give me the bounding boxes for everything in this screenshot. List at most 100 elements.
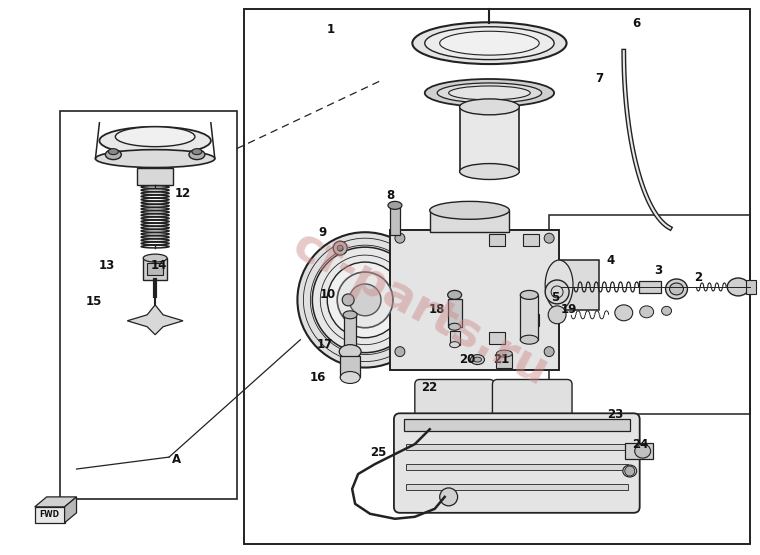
Ellipse shape xyxy=(545,260,573,310)
Bar xyxy=(406,444,628,450)
Ellipse shape xyxy=(116,127,195,147)
Ellipse shape xyxy=(448,86,530,100)
Bar xyxy=(147,263,163,275)
Text: A: A xyxy=(172,452,181,466)
Text: 22: 22 xyxy=(422,381,438,394)
Bar xyxy=(390,205,400,235)
Ellipse shape xyxy=(727,278,749,296)
Text: 4: 4 xyxy=(606,254,615,266)
Ellipse shape xyxy=(640,306,654,318)
Ellipse shape xyxy=(470,355,484,365)
Ellipse shape xyxy=(448,323,461,330)
Bar xyxy=(143,258,167,280)
Polygon shape xyxy=(35,497,77,507)
Ellipse shape xyxy=(622,465,637,477)
Text: 3: 3 xyxy=(654,264,663,276)
Polygon shape xyxy=(127,305,183,335)
Text: 21: 21 xyxy=(493,353,509,366)
Ellipse shape xyxy=(413,22,566,64)
Ellipse shape xyxy=(448,290,461,299)
Circle shape xyxy=(440,488,458,506)
Ellipse shape xyxy=(615,305,633,321)
Ellipse shape xyxy=(189,150,205,160)
Ellipse shape xyxy=(450,342,460,347)
Bar xyxy=(489,332,505,344)
Text: 13: 13 xyxy=(98,259,115,271)
Bar xyxy=(489,234,505,246)
Bar xyxy=(244,9,750,544)
Bar xyxy=(390,230,559,370)
Text: 10: 10 xyxy=(320,289,337,301)
Text: 2: 2 xyxy=(695,271,702,285)
Ellipse shape xyxy=(425,79,554,107)
Text: 12: 12 xyxy=(175,187,191,200)
Circle shape xyxy=(297,232,432,367)
Ellipse shape xyxy=(635,444,651,458)
Bar xyxy=(448,299,461,327)
Ellipse shape xyxy=(388,201,402,209)
Ellipse shape xyxy=(425,27,554,59)
Text: 8: 8 xyxy=(386,189,394,202)
Ellipse shape xyxy=(344,311,357,319)
Text: 24: 24 xyxy=(632,438,649,451)
Ellipse shape xyxy=(521,290,538,299)
Circle shape xyxy=(333,241,347,255)
Bar xyxy=(746,280,756,294)
Circle shape xyxy=(395,347,405,357)
FancyBboxPatch shape xyxy=(415,380,495,441)
Circle shape xyxy=(349,284,381,316)
Polygon shape xyxy=(35,507,65,523)
FancyBboxPatch shape xyxy=(394,413,640,513)
Bar xyxy=(549,215,750,415)
Ellipse shape xyxy=(143,254,167,262)
Circle shape xyxy=(337,245,344,251)
Bar xyxy=(340,356,360,377)
Ellipse shape xyxy=(100,127,211,155)
Bar xyxy=(406,484,628,490)
Circle shape xyxy=(548,306,566,324)
Text: 23: 23 xyxy=(606,408,623,421)
Circle shape xyxy=(342,294,354,306)
Circle shape xyxy=(625,466,635,476)
Circle shape xyxy=(545,280,569,304)
Text: FWD: FWD xyxy=(40,510,60,519)
Text: 19: 19 xyxy=(561,304,578,316)
Ellipse shape xyxy=(666,279,688,299)
Bar xyxy=(138,168,173,185)
Bar xyxy=(59,111,236,499)
Ellipse shape xyxy=(96,150,215,168)
Bar xyxy=(429,210,509,232)
Text: cf-parts.ru: cf-parts.ru xyxy=(284,224,555,396)
Ellipse shape xyxy=(106,150,122,160)
Ellipse shape xyxy=(521,335,538,344)
Ellipse shape xyxy=(440,31,539,55)
Text: 25: 25 xyxy=(370,446,386,458)
Ellipse shape xyxy=(429,201,509,219)
Ellipse shape xyxy=(460,164,519,179)
Bar xyxy=(460,107,519,171)
Ellipse shape xyxy=(340,371,360,384)
Circle shape xyxy=(337,272,393,328)
Ellipse shape xyxy=(662,306,672,315)
Circle shape xyxy=(395,233,405,243)
Circle shape xyxy=(544,233,554,243)
Ellipse shape xyxy=(109,149,119,155)
Bar xyxy=(450,331,460,345)
Text: 16: 16 xyxy=(310,371,327,384)
Bar xyxy=(496,354,512,367)
Ellipse shape xyxy=(339,345,361,359)
Text: 7: 7 xyxy=(595,73,603,85)
FancyBboxPatch shape xyxy=(492,380,572,441)
Text: 6: 6 xyxy=(632,17,641,30)
Bar xyxy=(521,295,538,340)
Ellipse shape xyxy=(460,99,519,115)
Ellipse shape xyxy=(670,283,683,295)
Text: 9: 9 xyxy=(318,226,326,239)
Ellipse shape xyxy=(437,83,542,103)
Text: 18: 18 xyxy=(429,304,445,316)
Text: 14: 14 xyxy=(151,259,167,271)
Bar xyxy=(344,315,356,350)
Text: 15: 15 xyxy=(85,295,102,309)
Bar xyxy=(524,234,539,246)
Text: 20: 20 xyxy=(460,353,476,366)
